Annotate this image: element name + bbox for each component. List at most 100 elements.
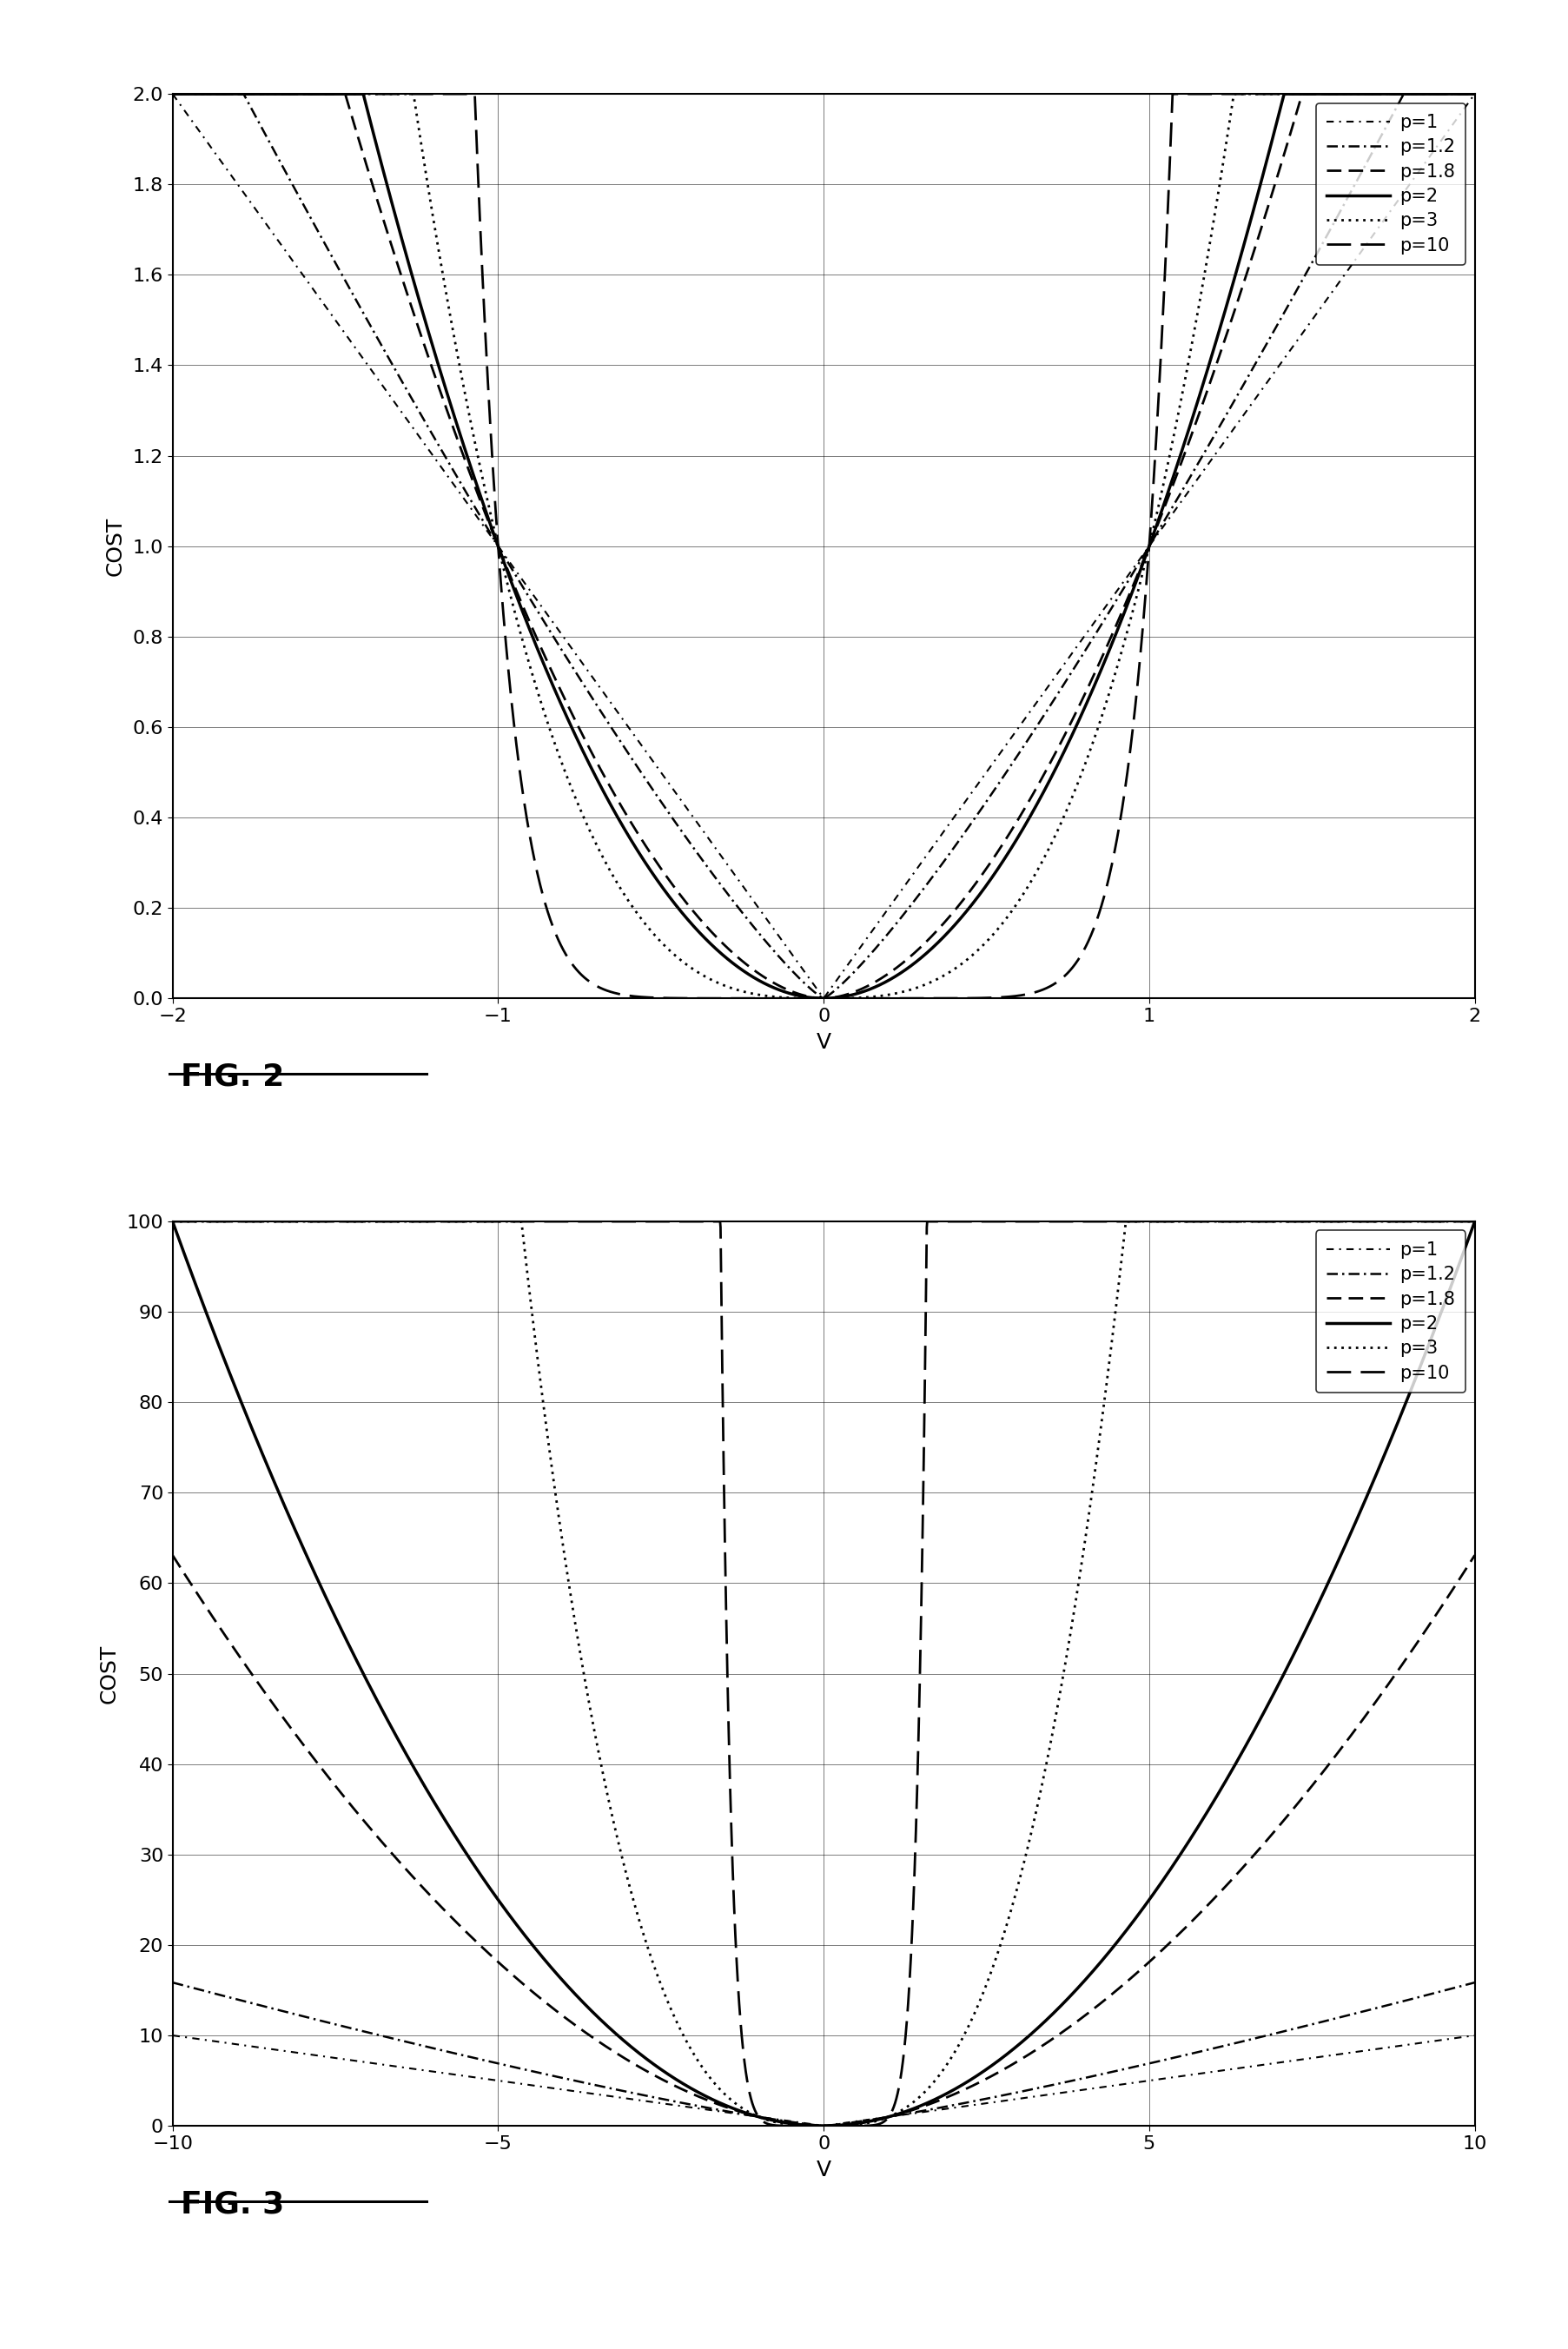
p=1.8 <box>389 254 408 282</box>
p=10 <box>389 80 408 108</box>
p=1.8 <box>389 1846 408 1875</box>
p=2 <box>814 984 833 1012</box>
p=10 <box>312 80 331 108</box>
p=1.2 <box>814 984 833 1012</box>
p=1.2 <box>1300 2011 1319 2039</box>
p=10 <box>389 1207 408 1236</box>
p=2 <box>1465 80 1483 108</box>
p=1.2 <box>1465 1968 1483 1997</box>
p=2 <box>718 947 737 975</box>
p=3 <box>312 1207 331 1236</box>
p=10 <box>1439 80 1458 108</box>
p=1.8 <box>718 2093 737 2121</box>
p=3 <box>1465 80 1483 108</box>
p=1.8 <box>1439 80 1458 108</box>
p=3 <box>662 940 681 968</box>
p=1.8 <box>163 1541 182 1569</box>
p=1.2 <box>1439 80 1458 108</box>
p=10 <box>814 2112 833 2140</box>
p=1 <box>163 80 182 108</box>
p=1.2 <box>312 2006 331 2034</box>
p=10 <box>1300 1207 1319 1236</box>
p=10 <box>1300 80 1319 108</box>
p=3 <box>1465 1207 1483 1236</box>
p=1.2 <box>163 80 182 108</box>
p=2 <box>163 1207 182 1236</box>
p=2 <box>1465 1207 1483 1236</box>
p=10 <box>718 984 737 1012</box>
Line: p=1.2: p=1.2 <box>172 94 1474 998</box>
p=1.2 <box>1300 254 1319 282</box>
p=1.2 <box>163 1968 182 1997</box>
p=1.8 <box>312 80 331 108</box>
X-axis label: V: V <box>815 1031 831 1052</box>
p=3 <box>163 80 182 108</box>
p=1 <box>662 773 681 801</box>
p=3 <box>163 1207 182 1236</box>
p=3 <box>1439 80 1458 108</box>
p=2 <box>163 80 182 108</box>
p=10 <box>163 1207 182 1236</box>
p=1.8 <box>1439 1581 1458 1609</box>
p=1.2 <box>312 223 331 251</box>
Line: p=10: p=10 <box>172 1221 1474 2126</box>
p=2 <box>662 886 681 914</box>
Line: p=2: p=2 <box>172 1221 1474 2126</box>
p=1.8 <box>1465 1541 1483 1569</box>
Line: p=1: p=1 <box>172 2034 1474 2126</box>
p=3 <box>389 80 408 108</box>
p=1 <box>718 2098 737 2126</box>
p=3 <box>814 984 833 1012</box>
Y-axis label: COST: COST <box>105 517 125 576</box>
p=1.2 <box>814 2112 833 2140</box>
p=1 <box>1300 2044 1319 2072</box>
p=1.2 <box>1465 80 1483 108</box>
p=2 <box>1439 1276 1458 1304</box>
p=1.2 <box>1439 1976 1458 2004</box>
p=3 <box>662 1997 681 2025</box>
p=3 <box>312 80 331 108</box>
Line: p=1.2: p=1.2 <box>172 1983 1474 2126</box>
p=10 <box>1439 1207 1458 1236</box>
p=10 <box>662 1207 681 1236</box>
p=1 <box>389 2053 408 2081</box>
Line: p=1: p=1 <box>172 94 1474 998</box>
p=10 <box>814 984 833 1012</box>
p=2 <box>1300 1609 1319 1637</box>
p=3 <box>1439 1207 1458 1236</box>
p=2 <box>312 80 331 108</box>
Text: FIG. 3: FIG. 3 <box>180 2189 284 2220</box>
p=3 <box>1300 1207 1319 1236</box>
p=1 <box>1439 115 1458 143</box>
p=2 <box>389 211 408 240</box>
p=2 <box>312 1574 331 1602</box>
p=1.8 <box>662 869 681 897</box>
p=1 <box>1465 80 1483 108</box>
p=10 <box>1465 80 1483 108</box>
Line: p=2: p=2 <box>172 94 1474 998</box>
p=1.8 <box>1465 80 1483 108</box>
p=1.8 <box>814 984 833 1012</box>
p=1.2 <box>718 2098 737 2126</box>
Line: p=10: p=10 <box>172 94 1474 998</box>
Text: FIG. 2: FIG. 2 <box>180 1062 284 1092</box>
p=3 <box>718 2084 737 2112</box>
X-axis label: V: V <box>815 2159 831 2180</box>
p=2 <box>389 1727 408 1755</box>
Line: p=1.8: p=1.8 <box>172 1555 1474 2126</box>
p=1 <box>312 2041 331 2069</box>
p=3 <box>389 1207 408 1236</box>
p=3 <box>718 972 737 1001</box>
p=10 <box>1465 1207 1483 1236</box>
p=1.8 <box>312 1755 331 1783</box>
p=3 <box>814 2112 833 2140</box>
Legend: p=1, p=1.2, p=1.8, p=2, p=3, p=10: p=1, p=1.2, p=1.8, p=2, p=3, p=10 <box>1316 1231 1465 1393</box>
p=1 <box>1439 2025 1458 2053</box>
p=1.2 <box>389 362 408 390</box>
p=1 <box>389 395 408 423</box>
p=1 <box>814 984 833 1012</box>
p=1.2 <box>389 2025 408 2053</box>
Line: p=3: p=3 <box>172 94 1474 998</box>
p=2 <box>718 2093 737 2121</box>
p=1.8 <box>163 80 182 108</box>
